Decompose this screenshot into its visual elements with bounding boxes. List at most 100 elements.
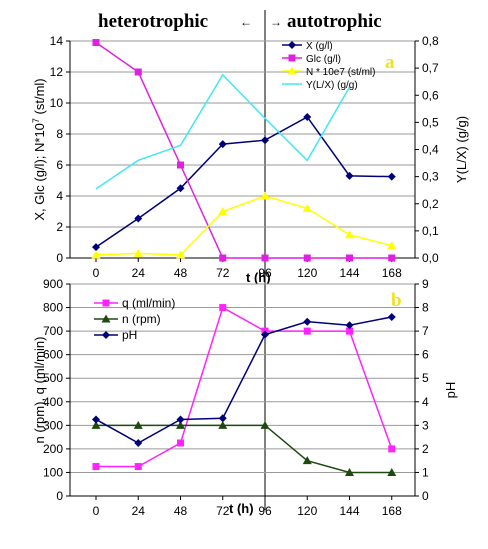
panel-a-series-glc-g-l-point (303, 254, 311, 262)
panel-a-series-n-10e7-st-ml-point (91, 250, 101, 259)
panel-b-series-q-ml-min-point (177, 439, 184, 447)
panel-b-left-tick-label: 500 (43, 371, 63, 385)
panel-b-right-tick-label: 5 (422, 371, 429, 385)
panel-a-series-glc-g-l-point (219, 254, 227, 262)
panel-a-x-tick-label: 48 (174, 266, 188, 280)
panel-b-series-q-ml-min-point (219, 304, 227, 312)
panel-b-right-tick-label: 9 (422, 277, 429, 291)
panel-a-series-glc-g-l-legend-label: Glc (g/l) (306, 54, 341, 65)
panel-b-right-tick-label: 3 (422, 418, 429, 432)
panel-b-series-q-ml-min-point (92, 463, 100, 471)
panel-b-x-tick-label: 144 (339, 504, 359, 518)
panel-b-series-ph-legend-label: pH (122, 328, 137, 342)
panel-b-series-n-rpm-point (260, 420, 270, 429)
panel-a-y-axis-title-end: (st/ml) (32, 78, 47, 118)
panel-a-series-n-10e7-st-ml-point (345, 230, 354, 239)
panel-b-right-tick-label: 7 (422, 324, 429, 338)
panel-a-series-glc-g-l-point (92, 39, 100, 47)
panel-a-x-axis-title: t (h) (246, 270, 271, 285)
panel-b-series-q-ml-min-point (388, 445, 396, 453)
panel-b-series-n-rpm-legend-marker (101, 314, 111, 323)
panel-a-x-tick-label: 168 (382, 266, 402, 280)
panel-b-series-q-ml-min-point (303, 327, 311, 335)
panel-b-series-n-rpm-point (176, 420, 185, 429)
panel-b-series-ph-point (345, 321, 354, 330)
panel-a-series-glc-g-l-legend-marker (288, 54, 296, 62)
panel-a-series-x-g-l-point (303, 112, 312, 121)
panel-b-right-tick-label: 0 (422, 489, 429, 503)
panel-a-right-tick-label: 0,1 (422, 224, 439, 238)
panel-b-series-q-ml-min-point (134, 463, 142, 471)
panel-a-series-n-10e7-st-ml-point (387, 241, 397, 250)
panel-a-y-axis-title: X, Glc (g/l); N*107 (st/ml) (31, 78, 47, 220)
panel-b-right-tick-label: 2 (422, 442, 429, 456)
panel-b-series-n-rpm-point (218, 420, 228, 429)
panel-b-series-ph-line (95, 316, 392, 444)
panel-a-series-x-g-l-point (218, 140, 227, 149)
autotrophic-label: autotrophic (287, 11, 382, 32)
panel-b-series-n-rpm-point (133, 420, 143, 429)
panel-a-x-tick-label: 120 (297, 266, 317, 280)
panel-a-series-x-g-l-line (95, 115, 392, 248)
panel-a-left-tick-label: 6 (56, 158, 63, 172)
panel-b-series-n-rpm-point (345, 467, 354, 476)
panel-a-series-x-g-l-point (176, 184, 185, 193)
panel-b-left-tick-label: 100 (43, 465, 63, 479)
panel-a-left-tick-label: 0 (56, 251, 63, 265)
panel-b-series-ph-point (218, 414, 227, 423)
left-arrow: ← (240, 15, 252, 29)
panel-b-right-tick-label: 1 (422, 465, 429, 479)
panel-a-series-n-10e7-st-ml-legend-label: N * 10e7 (st/ml) (306, 67, 375, 78)
panel-b-series-ph-point (261, 330, 269, 339)
panel-b-series-n-rpm-legend-label: n (rpm) (122, 312, 161, 326)
panel-b-y-axis-title: n (rpm), q (ml/min) (32, 337, 47, 444)
panel-b-x-tick-label: 24 (132, 504, 146, 518)
panel-b-left-tick-label: 200 (43, 442, 63, 456)
panel-a-series-n-10e7-st-ml-point (302, 203, 312, 212)
panel-b-right-tick-label: 6 (422, 348, 429, 362)
panel-b-series-q-ml-min-point (346, 327, 353, 335)
panel-b-series-n-rpm-line (96, 424, 392, 474)
panel-a-series-n-10e7-st-ml-point (260, 191, 270, 200)
panel-a-left-tick-label: 4 (56, 189, 63, 203)
panel-b-series-q-ml-min-line (96, 306, 393, 468)
panel-a-series-glc-g-l-line (95, 41, 392, 259)
panel-a-series-x-g-l-point (387, 172, 396, 181)
panel-a-series-x-g-l-point (261, 136, 269, 145)
panel-a-series-x-g-l-point (92, 243, 100, 252)
panel-a-x-tick-label: 72 (216, 266, 230, 280)
panel-a-x-tick-label: 96 (258, 266, 272, 280)
panel-a-x-tick-label: 24 (132, 266, 146, 280)
panel-a-series-glc-g-l-point (177, 161, 184, 169)
panel-a-right-tick-label: 0,0 (422, 251, 439, 265)
panel-a-y-axis-title-superscript: 7 (31, 118, 41, 123)
panel-b-series-n-rpm-point (387, 467, 397, 476)
panel-a-series-n-10e7-st-ml-point (218, 207, 228, 215)
panel-b-left-tick-label: 300 (43, 418, 63, 432)
panel-b-series-n-rpm-point (302, 456, 312, 465)
panel-a-x-tick-label: 0 (93, 266, 100, 280)
panel-b-series-ph-point (134, 439, 143, 447)
panel-b-x-tick-label: 96 (258, 504, 272, 518)
right-arrow: → (270, 15, 282, 29)
panel-a-series-n-10e7-st-ml-point (176, 250, 185, 259)
panel-b-left-tick-label: 600 (43, 348, 63, 362)
panel-b-series-q-ml-min-legend-marker (102, 299, 110, 307)
panel-b-right-tick-label: 4 (422, 395, 429, 409)
panel-b-x-tick-label: 48 (174, 504, 188, 518)
panel-a-series-x-g-l-point (345, 171, 354, 180)
panel-a-right-tick-label: 0,5 (422, 115, 439, 129)
panel-b-series-q-ml-min-legend-label: q (ml/min) (122, 296, 175, 310)
panel-a-right-tick-label: 0,4 (422, 143, 439, 157)
panel-b-left-tick-label: 900 (43, 277, 63, 291)
panel-a-right-tick-label: 0,3 (422, 170, 439, 184)
panel-a-series-n-10e7-st-ml-legend-marker (287, 66, 297, 75)
panel-a-left-tick-label: 10 (50, 96, 64, 110)
panel-a-series-y-l-x-g-g-legend-label: Y(L/X) (g/g) (306, 80, 358, 91)
panel-b-x-tick-label: 120 (297, 504, 317, 518)
panel-b-right-tick-label: 8 (422, 301, 429, 315)
panel-a-right-tick-label: 0,7 (422, 61, 439, 75)
heterotrophic-label: heterotrophic (98, 11, 208, 32)
panel-a-left-tick-label: 8 (56, 127, 63, 141)
